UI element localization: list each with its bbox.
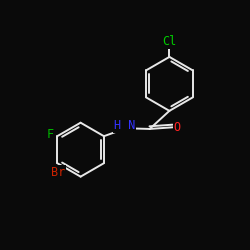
- Text: H N: H N: [114, 119, 135, 132]
- Text: O: O: [174, 121, 181, 134]
- Text: Br: Br: [51, 166, 65, 179]
- Text: Cl: Cl: [162, 35, 176, 48]
- Text: F: F: [46, 128, 54, 141]
